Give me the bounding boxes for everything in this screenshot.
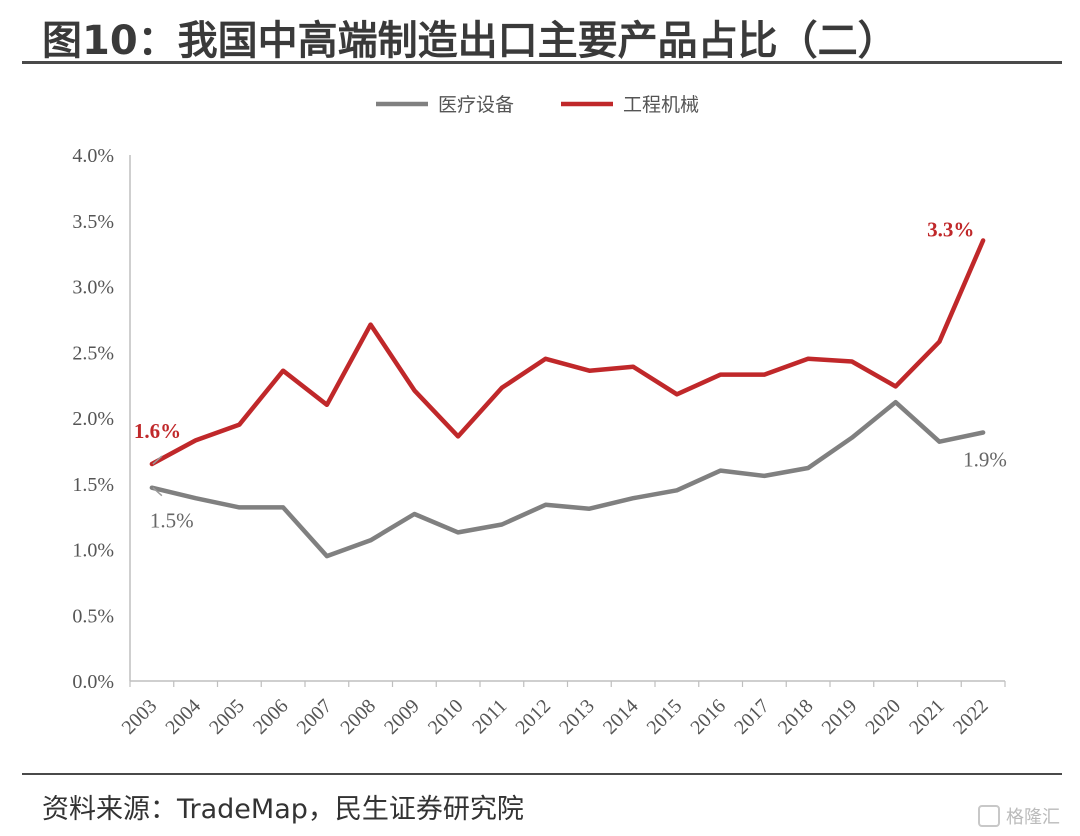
source-rule xyxy=(22,773,1062,775)
y-tick-label: 4.0% xyxy=(72,145,114,167)
legend-label: 医疗设备 xyxy=(438,94,514,116)
y-tick-label: 3.5% xyxy=(72,211,114,233)
x-tick-label: 2004 xyxy=(161,695,205,739)
x-tick-label: 2015 xyxy=(643,695,687,739)
x-tick-label: 2017 xyxy=(730,695,774,739)
annotation-leader xyxy=(152,487,163,497)
x-tick-label: 2007 xyxy=(293,695,337,739)
x-tick-label: 2013 xyxy=(555,695,599,739)
x-tick-label: 2021 xyxy=(905,695,949,739)
data-label: 3.3% xyxy=(927,217,974,241)
data-label: 1.9% xyxy=(963,447,1007,471)
series-line-medical-equipment xyxy=(149,399,986,559)
watermark-logo-icon xyxy=(978,805,1000,827)
figure-title: 图10：我国中高端制造出口主要产品占比（二） xyxy=(42,18,898,64)
legend-label: 工程机械 xyxy=(623,94,699,116)
y-tick-label: 1.0% xyxy=(72,540,114,562)
data-label: 1.6% xyxy=(134,419,181,443)
watermark: 格隆汇 xyxy=(978,803,1060,829)
y-tick-label: 3.0% xyxy=(72,277,114,299)
source-note: 资料来源：TradeMap，民生证券研究院 xyxy=(42,794,524,825)
annotation-leader xyxy=(152,455,163,465)
series-line-construction-machinery xyxy=(149,238,986,467)
y-tick-label: 0.0% xyxy=(72,671,114,693)
x-tick-label: 2008 xyxy=(336,695,380,739)
line-chart: 0.0% 0.5% 1.0% 1.5% 2.0% 2.5% 3.0% 3.5% 4.0% 2003… xyxy=(72,94,1007,739)
watermark-text: 格隆汇 xyxy=(1006,807,1060,828)
x-tick-label: 2006 xyxy=(249,695,293,739)
x-tick-label: 2014 xyxy=(599,695,643,739)
title-rule xyxy=(22,61,1062,64)
x-tick-label: 2022 xyxy=(949,695,993,739)
y-tick-label: 1.5% xyxy=(72,474,114,496)
x-tick-label: 2003 xyxy=(118,695,162,739)
x-tick-label: 2020 xyxy=(861,695,905,739)
x-tick-label: 2012 xyxy=(511,695,555,739)
y-tick-label: 0.5% xyxy=(72,605,114,627)
x-tick-label: 2011 xyxy=(468,695,511,738)
y-tick-label: 2.5% xyxy=(72,342,114,364)
x-tick-label: 2016 xyxy=(686,695,730,739)
x-tick-label: 2009 xyxy=(380,695,424,739)
x-tick-label: 2019 xyxy=(818,695,862,739)
x-tick-label: 2010 xyxy=(424,695,468,739)
x-tick-label: 2005 xyxy=(205,695,249,739)
y-tick-label: 2.0% xyxy=(72,408,114,430)
data-label: 1.5% xyxy=(150,509,194,533)
x-tick-label: 2018 xyxy=(774,695,818,739)
